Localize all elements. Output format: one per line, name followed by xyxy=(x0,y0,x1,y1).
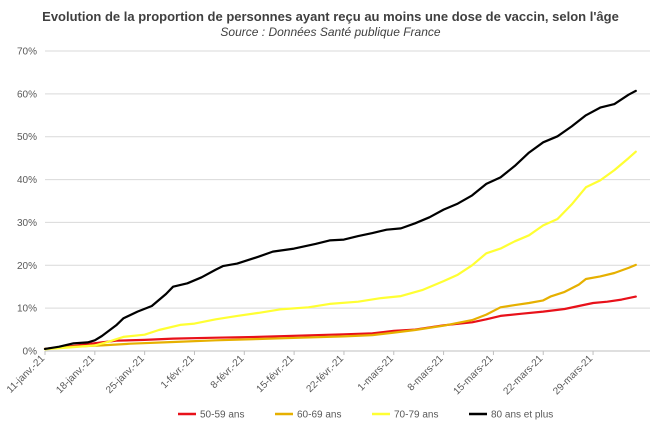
grid-lines xyxy=(45,50,650,352)
y-tick-label: 10% xyxy=(17,304,37,315)
x-tick-label: 25-janv.-21 xyxy=(104,353,147,396)
series-line-70-79-ans xyxy=(43,150,637,351)
y-tick-label: 20% xyxy=(17,261,37,272)
chart-subtitle: Source : Données Santé publique France xyxy=(220,25,441,39)
series-line-50-59-ans xyxy=(43,295,637,350)
series-line-80-ans-et-plus xyxy=(43,89,637,350)
y-tick-label: 30% xyxy=(17,218,37,229)
x-axis-ticks: 11-janv.-21 18-janv.-21 25-janv.-21 1-févr.… xyxy=(5,351,595,397)
legend: 50-59 ans 60-69 ans 70-79 ans 80 ans et plu… xyxy=(178,410,553,421)
legend-label: 60-69 ans xyxy=(297,410,341,421)
x-tick-label: 1-févr.-21 xyxy=(159,353,197,391)
x-tick-label: 1-mars-21 xyxy=(356,353,396,393)
y-tick-label: 0% xyxy=(23,347,38,358)
legend-label: 80 ans et plus xyxy=(491,410,553,421)
y-tick-label: 70% xyxy=(17,47,37,58)
x-tick-label: 29-mars-21 xyxy=(551,353,595,397)
x-tick-label: 18-janv.-21 xyxy=(54,353,97,396)
x-tick-label: 11-janv.-21 xyxy=(5,353,47,395)
legend-label: 70-79 ans xyxy=(394,410,438,421)
series-lines xyxy=(43,89,637,351)
legend-label: 50-59 ans xyxy=(200,410,244,421)
x-tick-label: 15-févr.-21 xyxy=(255,353,297,395)
series-line-60-69-ans xyxy=(43,263,637,350)
x-tick-label: 15-mars-21 xyxy=(452,353,496,397)
x-tick-label: 8-mars-21 xyxy=(406,353,446,393)
y-tick-label: 50% xyxy=(17,132,37,143)
y-tick-label: 40% xyxy=(17,175,37,186)
chart-title: Evolution de la proportion de personnes … xyxy=(42,9,619,24)
x-tick-label: 22-févr.-21 xyxy=(304,353,346,395)
y-axis-ticks: 0% 10% 20% 30% 40% 50% 60% 70% xyxy=(17,47,37,358)
y-tick-label: 60% xyxy=(17,89,37,100)
x-tick-label: 8-févr.-21 xyxy=(209,353,247,391)
x-tick-label: 22-mars-21 xyxy=(501,353,545,397)
